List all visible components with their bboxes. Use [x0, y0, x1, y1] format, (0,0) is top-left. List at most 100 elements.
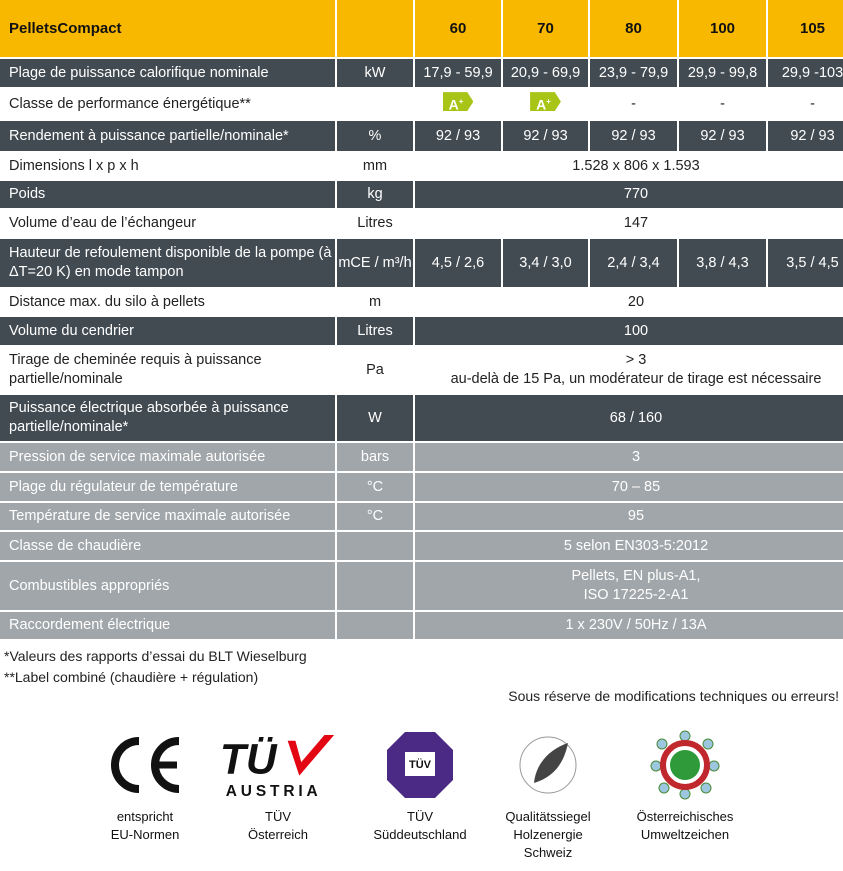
cert-caption: Umweltzeichen	[640, 827, 730, 842]
cell: 1.528 x 806 x 1.593	[415, 153, 843, 179]
table-row: Distance max. du silo à pellets m 20	[0, 289, 843, 315]
row-unit: Litres	[337, 317, 413, 345]
cell: 770	[415, 181, 843, 208]
ce-logo-icon	[85, 730, 205, 800]
tuv-sud-certification: TÜV TÜV Süddeutschland	[360, 730, 480, 844]
table-row: Classe de performance énergétique** A+ A…	[0, 89, 843, 119]
cert-caption: Schweiz	[523, 845, 573, 860]
row-unit: °C	[337, 503, 413, 530]
spec-table: PelletsCompact 60 70 80 100 105 Plage de…	[0, 0, 843, 639]
row-label: Tirage de cheminée requis à puissance pa…	[0, 347, 335, 393]
umweltzeichen-certification: Österreichisches Umweltzeichen	[625, 730, 745, 844]
cell: 29,9 - 99,8	[679, 59, 766, 87]
svg-text:TÜV: TÜV	[409, 758, 432, 771]
cell: 5 selon EN303-5:2012	[415, 532, 843, 560]
cell-line: au-delà de 15 Pa, un modérateur de tirag…	[450, 371, 822, 387]
cell: 2,4 / 3,4	[590, 239, 677, 287]
cell: 23,9 - 79,9	[590, 59, 677, 87]
cell: 20	[415, 289, 843, 315]
table-row: Poids kg 770	[0, 181, 843, 208]
table-row: Température de service maximale autorisé…	[0, 503, 843, 530]
row-label: Rendement à puissance partielle/nominale…	[0, 121, 335, 151]
row-unit: °C	[337, 473, 413, 501]
holzenergie-logo-icon	[488, 730, 608, 800]
row-label: Combustibles appropriés	[0, 562, 335, 610]
footnote: **Label combiné (chaudière + régulation)	[4, 669, 259, 685]
row-label: Hauteur de refoulement disponible de la …	[0, 239, 335, 287]
umweltzeichen-logo-icon	[625, 730, 745, 800]
row-unit: kW	[337, 59, 413, 87]
cert-caption: Österreichisches	[636, 809, 734, 824]
table-row: Rendement à puissance partielle/nominale…	[0, 121, 843, 151]
cert-caption: Qualitätssiegel	[505, 809, 591, 824]
tuv-sud-logo-icon: TÜV	[360, 730, 480, 800]
table-row: Tirage de cheminée requis à puissance pa…	[0, 347, 843, 393]
row-unit: kg	[337, 181, 413, 208]
table-row: Raccordement électrique 1 x 230V / 50Hz /…	[0, 612, 843, 639]
cert-caption: TÜV	[265, 809, 291, 824]
row-label: Plage du régulateur de température	[0, 473, 335, 501]
model-70: 70	[503, 0, 588, 57]
cell: 4,5 / 2,6	[415, 239, 501, 287]
row-label: Volume d’eau de l’échangeur	[0, 210, 335, 237]
model-100: 100	[679, 0, 766, 57]
cert-caption: Süddeutschland	[373, 827, 467, 842]
holzenergie-certification: Qualitätssiegel Holzenergie Schweiz	[488, 730, 608, 862]
cell: Pellets, EN plus-A1, ISO 17225-2-A1	[415, 562, 843, 610]
cell: 68 / 160	[415, 395, 843, 441]
cell: 92 / 93	[768, 121, 843, 151]
cell: 3,5 / 4,5	[768, 239, 843, 287]
footnote: *Valeurs des rapports d’essai du BLT Wie…	[4, 648, 307, 664]
row-label: Raccordement électrique	[0, 612, 335, 639]
row-label: Plage de puissance calorifique nominale	[0, 59, 335, 87]
row-label: Volume du cendrier	[0, 317, 335, 345]
table-row: Pression de service maximale autorisée ba…	[0, 443, 843, 471]
table-row: Hauteur de refoulement disponible de la …	[0, 239, 843, 287]
cert-caption: entspricht	[116, 809, 174, 824]
row-unit: Pa	[337, 347, 413, 393]
row-label: Puissance électrique absorbée à puissanc…	[0, 395, 335, 441]
row-label: Poids	[0, 181, 335, 208]
cell: 92 / 93	[503, 121, 588, 151]
table-row: Volume d’eau de l’échangeur Litres 147	[0, 210, 843, 237]
table-row: Plage de puissance calorifique nominale k…	[0, 59, 843, 87]
cell: 70 – 85	[415, 473, 843, 501]
model-105: 105	[768, 0, 843, 57]
cell: 92 / 93	[590, 121, 677, 151]
cert-caption: TÜV	[407, 809, 433, 824]
disclaimer: Sous réserve de modifications techniques…	[508, 688, 839, 704]
tuv-austria-certification: TÜ AUSTRIA TÜV Österreich	[218, 730, 338, 844]
table-row: Volume du cendrier Litres 100	[0, 317, 843, 345]
row-label: Température de service maximale autorisé…	[0, 503, 335, 530]
cell: > 3 au-delà de 15 Pa, un modérateur de ti…	[415, 347, 843, 393]
model-80: 80	[590, 0, 677, 57]
cert-caption: Österreich	[248, 827, 308, 842]
cell: 3	[415, 443, 843, 471]
row-label: Distance max. du silo à pellets	[0, 289, 335, 315]
cell-line: ISO 17225-2-A1	[583, 587, 689, 603]
cell: 20,9 - 69,9	[503, 59, 588, 87]
header-row: PelletsCompact 60 70 80 100 105	[0, 0, 843, 57]
energy-label-badge: A+	[442, 92, 474, 112]
cell: 1 x 230V / 50Hz / 13A	[415, 612, 843, 639]
cell: -	[679, 89, 766, 119]
row-unit: m	[337, 289, 413, 315]
row-unit: bars	[337, 443, 413, 471]
model-60: 60	[415, 0, 501, 57]
cell-line: > 3	[625, 352, 647, 368]
row-unit: W	[337, 395, 413, 441]
cell: -	[590, 89, 677, 119]
cell: 95	[415, 503, 843, 530]
product-name: PelletsCompact	[0, 0, 335, 57]
cell: 3,8 / 4,3	[679, 239, 766, 287]
table-row: Dimensions l x p x h mm 1.528 x 806 x 1.59…	[0, 153, 843, 179]
table-row: Combustibles appropriés Pellets, EN plus-…	[0, 562, 843, 610]
row-label: Classe de performance énergétique**	[0, 89, 335, 119]
table-row: Plage du régulateur de température °C 70 –…	[0, 473, 843, 501]
cell: 29,9 -103	[768, 59, 843, 87]
row-label: Dimensions l x p x h	[0, 153, 335, 179]
row-label: Pression de service maximale autorisée	[0, 443, 335, 471]
row-label: Classe de chaudière	[0, 532, 335, 560]
cell-line: Pellets, EN plus-A1,	[571, 568, 701, 584]
cell: 3,4 / 3,0	[503, 239, 588, 287]
